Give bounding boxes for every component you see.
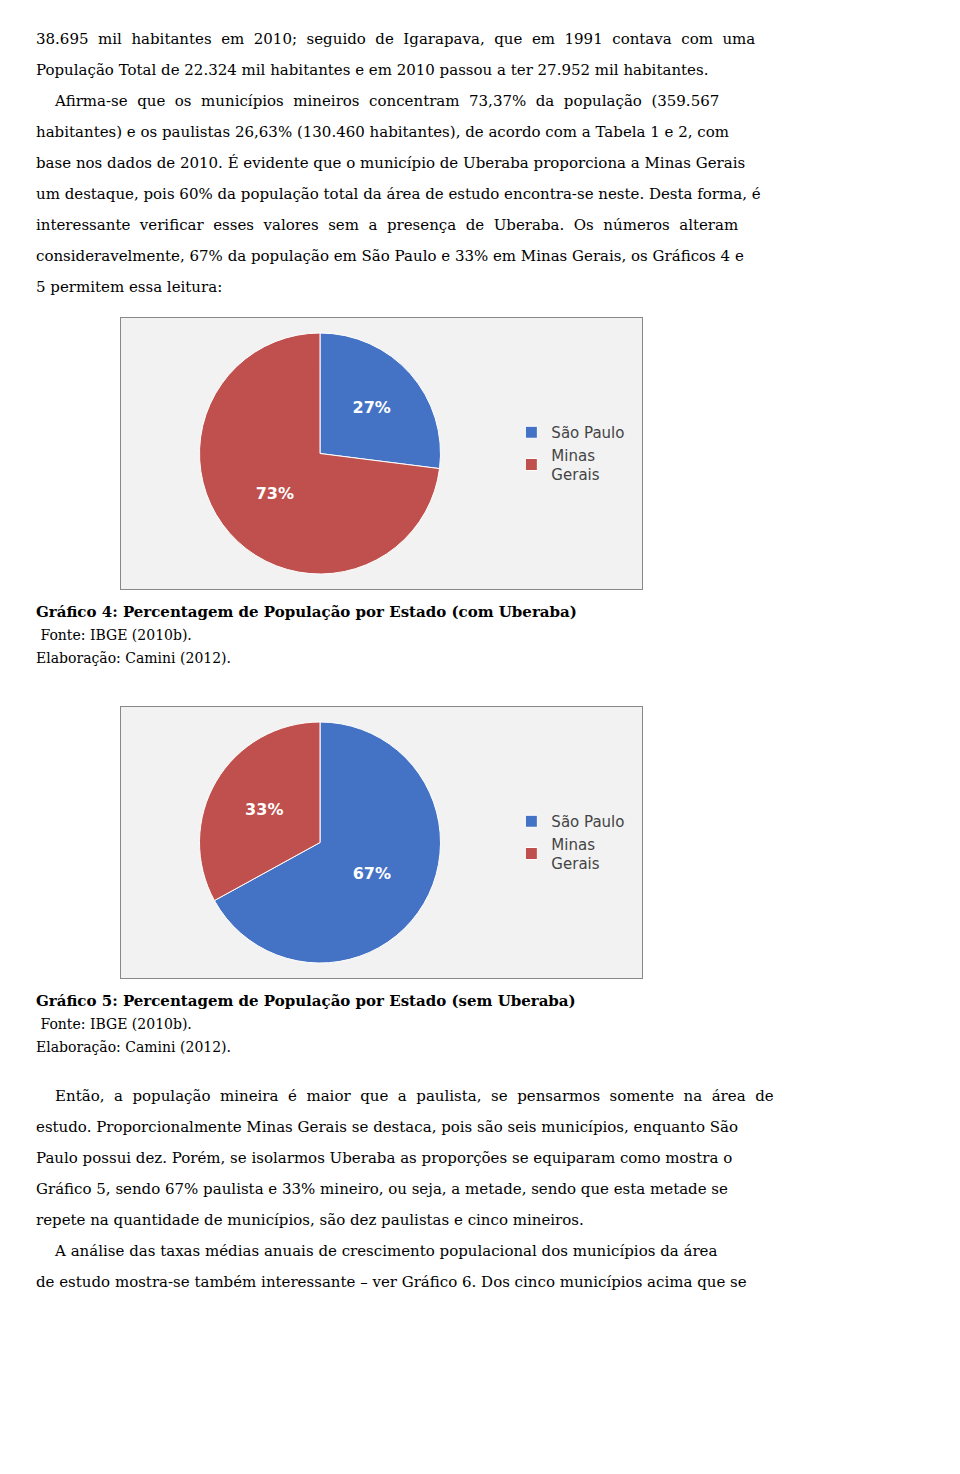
- svg-text:São Paulo: São Paulo: [551, 424, 624, 442]
- html-text:Fonte: IBGE (2010b).: Fonte: IBGE (2010b).: [36, 1016, 192, 1032]
- html-text:5 permitem essa leitura:: 5 permitem essa leitura:: [36, 278, 223, 296]
- html-text:um destaque, pois 60% da popul: um destaque, pois 60% da população total…: [36, 185, 761, 203]
- html-text:Então, a população mineira é m: Então, a população mineira é maior que a…: [36, 1087, 774, 1105]
- svg-text:67%: 67%: [353, 864, 391, 883]
- html-text:Gráfico 5, sendo 67% paulista: Gráfico 5, sendo 67% paulista e 33% mine…: [36, 1180, 728, 1198]
- svg-text:27%: 27%: [352, 398, 390, 417]
- html-text:estudo. Proporcionalmente Mina: estudo. Proporcionalmente Minas Gerais s…: [36, 1118, 738, 1136]
- html-text:Elaboração: Camini (2012).: Elaboração: Camini (2012).: [36, 650, 231, 666]
- svg-text:MinasGerais: MinasGerais: [551, 836, 599, 874]
- svg-text:MinasGerais: MinasGerais: [551, 447, 599, 485]
- html-text:Paulo possui dez. Porém, se is: Paulo possui dez. Porém, se isolarmos Ub…: [36, 1149, 733, 1167]
- html-text:Gráfico 5: Percentagem de Popu: Gráfico 5: Percentagem de População por …: [36, 992, 576, 1010]
- html-text:interessante verificar esses v: interessante verificar esses valores sem…: [36, 216, 739, 234]
- svg-text:São Paulo: São Paulo: [551, 813, 624, 831]
- html-text:de estudo mostra-se também int: de estudo mostra-se também interessante …: [36, 1273, 747, 1291]
- html-text:habitantes) e os paulistas 26,: habitantes) e os paulistas 26,63% (130.4…: [36, 123, 729, 141]
- html-text:repete na quantidade de municí: repete na quantidade de municípios, são …: [36, 1211, 584, 1229]
- html-text:População Total de 22.324 mil: População Total de 22.324 mil habitantes…: [36, 61, 709, 79]
- html-text:Elaboração: Camini (2012).: Elaboração: Camini (2012).: [36, 1039, 231, 1055]
- html-text:38.695 mil habitantes em 2010;: 38.695 mil habitantes em 2010; seguido d…: [36, 30, 756, 48]
- html-text:base nos dados de 2010. É evid: base nos dados de 2010. É evidente que o…: [36, 154, 746, 172]
- html-text:A análise das taxas médias anu: A análise das taxas médias anuais de cre…: [36, 1242, 718, 1260]
- svg-text:73%: 73%: [256, 484, 294, 503]
- svg-text:33%: 33%: [245, 800, 283, 819]
- html-text:Gráfico 4: Percentagem de Popu: Gráfico 4: Percentagem de População por …: [36, 603, 577, 621]
- html-text:Fonte: IBGE (2010b).: Fonte: IBGE (2010b).: [36, 627, 192, 643]
- html-text:Afirma-se que os municípios mi: Afirma-se que os municípios mineiros con…: [36, 92, 720, 110]
- html-text:consideravelmente, 67% da popu: consideravelmente, 67% da população em S…: [36, 247, 744, 265]
